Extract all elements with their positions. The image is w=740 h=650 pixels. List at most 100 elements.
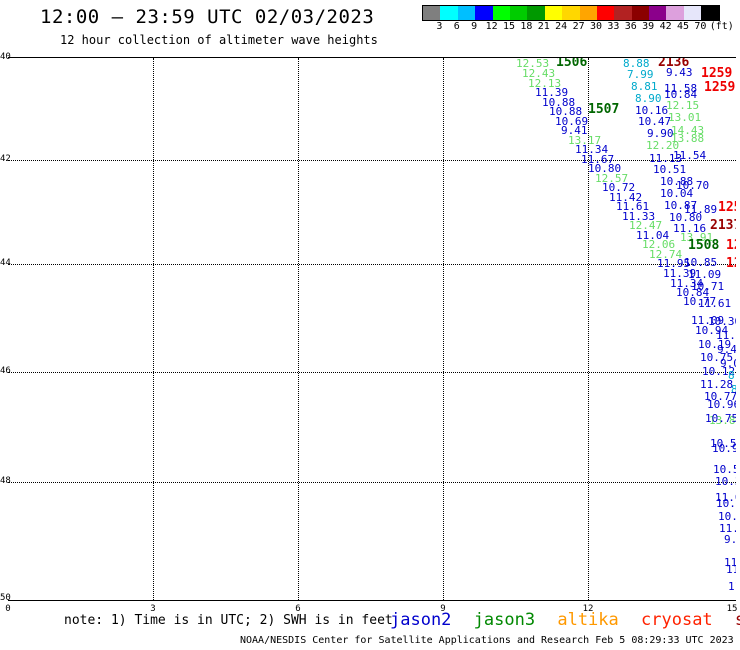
color-scale-label: 6	[453, 21, 460, 32]
time-label: 12	[582, 604, 594, 614]
lat-label: 44	[0, 258, 11, 268]
wave-height-label: 10.69	[555, 115, 589, 128]
wave-height-label: 12.20	[646, 139, 680, 152]
page-subtitle: 12 hour collection of altimeter wave hei…	[60, 33, 378, 47]
color-swatch	[527, 6, 545, 20]
wave-height-label: 8.	[731, 384, 736, 395]
color-scale-bar	[422, 5, 720, 21]
wave-height-label: 11.58	[664, 82, 698, 95]
wave-height-label: 12.13	[528, 77, 562, 90]
wave-height-label: 13.17	[568, 134, 602, 147]
wave-height-label: 10.75	[705, 412, 736, 425]
wave-height-label: 12.74	[649, 248, 683, 261]
pass-id-label: 1259	[701, 66, 733, 81]
color-swatch	[579, 6, 597, 20]
wave-height-label: 10.88	[542, 96, 576, 109]
wave-height-label: 11.54	[673, 149, 707, 162]
color-scale-label: 36	[624, 21, 637, 32]
color-scale-labels: 3 6 9 12 15 18 21 24 27 30 33 36 39 42 45 70 (ft)	[422, 21, 740, 33]
wave-height-label: 10.80	[588, 162, 622, 175]
wave-height-label: 8.81	[631, 80, 658, 93]
wave-height-label: 11.4	[716, 329, 736, 342]
wave-height-label: 11.6	[719, 522, 736, 535]
wave-height-label: 13.88	[671, 132, 705, 145]
lon-gridline	[443, 58, 444, 600]
pass-id-label: 2137	[710, 218, 736, 233]
wave-height-label: 10.77	[704, 390, 736, 403]
wave-height-label: 9.40	[717, 343, 736, 356]
wave-height-label: 9.43	[666, 66, 693, 79]
color-swatch	[440, 6, 458, 20]
legend-jason3: jason3	[473, 610, 536, 630]
color-swatch	[683, 6, 702, 20]
color-swatch	[475, 6, 493, 20]
wave-height-label: 10.5	[718, 510, 736, 523]
wave-height-label: 11.0	[715, 491, 736, 504]
satellite-legend: jason2 jason3 altika cryosat s3a	[390, 610, 740, 630]
pass-id-label: 1508	[688, 238, 720, 253]
wave-height-label: 11.	[726, 563, 736, 576]
wave-height-label: 10.96	[707, 398, 736, 411]
wave-height-label: 10.70	[676, 179, 710, 192]
color-scale-label: (ft)	[709, 21, 734, 32]
wave-height-label: 10.38	[715, 475, 736, 488]
wave-height-label: 8.88	[623, 57, 650, 70]
color-swatch	[509, 6, 528, 20]
wave-height-label: 11.89	[684, 203, 718, 216]
wave-height-label: 9.41	[561, 124, 588, 137]
color-scale-label: 70	[694, 21, 707, 32]
legend-altika: altika	[557, 610, 619, 630]
color-scale-label: 12	[485, 21, 498, 32]
wave-height-label: 10.72	[602, 181, 636, 194]
wave-height-label: 10.84	[664, 88, 698, 101]
color-scale-label: 9	[471, 21, 478, 32]
wave-height-label: 11.16	[673, 222, 707, 235]
wave-height-label: 12.57	[595, 172, 629, 185]
wave-height-label: 10.51	[653, 163, 687, 176]
color-scale-label: 18	[520, 21, 533, 32]
color-scale-label: 21	[537, 21, 550, 32]
wave-height-label: 11	[728, 580, 736, 593]
wave-height-label: 8.90	[635, 92, 662, 105]
wave-height-label: 13.91	[680, 231, 714, 244]
color-swatch	[701, 6, 719, 20]
color-swatch	[666, 6, 684, 20]
color-swatch	[492, 6, 510, 20]
time-label: 3	[150, 604, 156, 614]
wave-height-label: 10.90	[712, 442, 736, 455]
color-scale-label: 39	[642, 21, 655, 32]
wave-height-label: 11.34	[670, 277, 704, 290]
footnote: note: 1) Time is in UTC; 2) SWH is in fe…	[64, 613, 393, 628]
wave-height-label: 11.	[724, 556, 736, 569]
color-scale-label: 27	[572, 21, 585, 32]
wave-height-label: 11.33	[622, 210, 656, 223]
color-scale-label: 15	[502, 21, 516, 32]
page-title: 12:00 – 23:59 UTC 02/03/2023	[40, 6, 375, 28]
wave-height-label: 10.52	[713, 463, 736, 476]
wave-height-label: 9.6	[724, 533, 736, 546]
wave-height-label: 12.06	[642, 238, 676, 251]
wave-height-label: 11.61	[698, 297, 732, 310]
wave-height-label: 10.47	[638, 115, 672, 128]
lat-label: 50	[0, 593, 11, 603]
color-scale-label: 33	[607, 21, 620, 32]
wave-height-label: 10.84	[676, 286, 710, 299]
time-label: 9	[440, 604, 446, 614]
lat-label: 46	[0, 366, 11, 376]
map-plot-area: 12.53 1506 12.43 12.13 11.39 10.88 10.88 1507 10…	[8, 57, 736, 601]
legend-jason2: jason2	[390, 610, 452, 630]
legend-s3a: s3a	[735, 610, 740, 630]
wave-height-label: 11.61	[616, 200, 650, 213]
wave-height-label: 9.90	[647, 127, 674, 140]
pass-id-label: 12	[726, 238, 736, 253]
wave-height-label: 10.16	[635, 104, 669, 117]
lat-label: 40	[0, 52, 11, 62]
pass-id-label: 1506	[556, 57, 588, 70]
wave-height-label: 11.04	[636, 229, 670, 242]
pass-id-label: 12	[726, 256, 736, 271]
color-swatch	[423, 6, 441, 20]
color-swatch	[457, 6, 476, 20]
color-swatch	[596, 6, 615, 20]
time-label: 6	[295, 604, 301, 614]
wave-height-label: 11.28	[700, 378, 734, 391]
